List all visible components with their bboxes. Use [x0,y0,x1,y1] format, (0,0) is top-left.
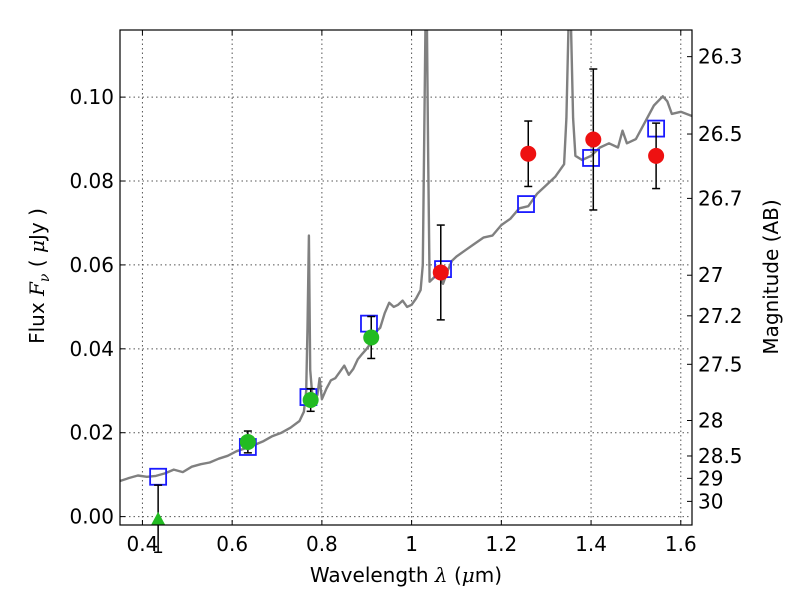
x-tick-label: 1.4 [575,532,607,556]
y2-tick-label: 29 [698,466,723,490]
y2-tick-label: 27 [698,263,723,287]
nir-point [432,264,449,281]
grid [120,30,692,525]
x-tick-label: 1.6 [665,532,697,556]
y2-tick-label: 28 [698,409,723,433]
x-tick-label: 1 [405,532,418,556]
model-photometry-square [517,195,535,213]
y2-tick-label: 26.3 [698,45,743,69]
y2-tick-label: 27.2 [698,304,743,328]
nir-point [648,147,665,164]
y-tick-label: 0.02 [69,421,114,445]
y2-tick-label: 26.7 [698,186,743,210]
model-photometry-layer [149,119,666,486]
y2-tick-label: 27.5 [698,352,743,376]
y2-tick-label: 30 [698,489,723,513]
plot-frame [119,29,693,526]
y-axis-title: Flux Fν ( μJy ) [25,208,53,344]
y2-tick-label: 26.5 [698,122,743,146]
x-tick-label: 0.6 [216,532,248,556]
optical-point [239,433,256,450]
model-photometry-square [360,314,378,333]
error-bars-layer [154,68,661,554]
x-axis-title: Wavelength λ (μm) [310,563,502,587]
x-tick-label: 1.2 [485,532,517,556]
y-tick-label: 0.00 [69,505,114,529]
y-tick-label: 0.08 [69,169,114,193]
y2-tick-label: 28.5 [698,444,743,468]
nir-point [520,145,537,162]
y-tick-label: 0.06 [69,253,114,277]
optical-point [302,391,319,408]
x-tick-label: 0.4 [127,532,159,556]
optical-point-upper-limit [151,511,166,525]
model-spectrum-line [120,30,692,483]
model-photometry-square [582,149,600,167]
x-tick-label: 0.8 [306,532,338,556]
nir-point [585,131,602,148]
y-tick-label: 0.04 [69,337,114,361]
ticks: 0.4 0.6 0.8 1 1.2 1.4 1.6 0.00 0.02 0.04 0.06 0.08 0… [69,30,743,556]
y2-axis-title: Magnitude (AB) [759,199,783,354]
model-spectrum-layer [120,30,692,483]
observed-points-layer [151,131,665,525]
optical-point [363,329,380,346]
y-tick-label: 0.10 [69,85,114,109]
